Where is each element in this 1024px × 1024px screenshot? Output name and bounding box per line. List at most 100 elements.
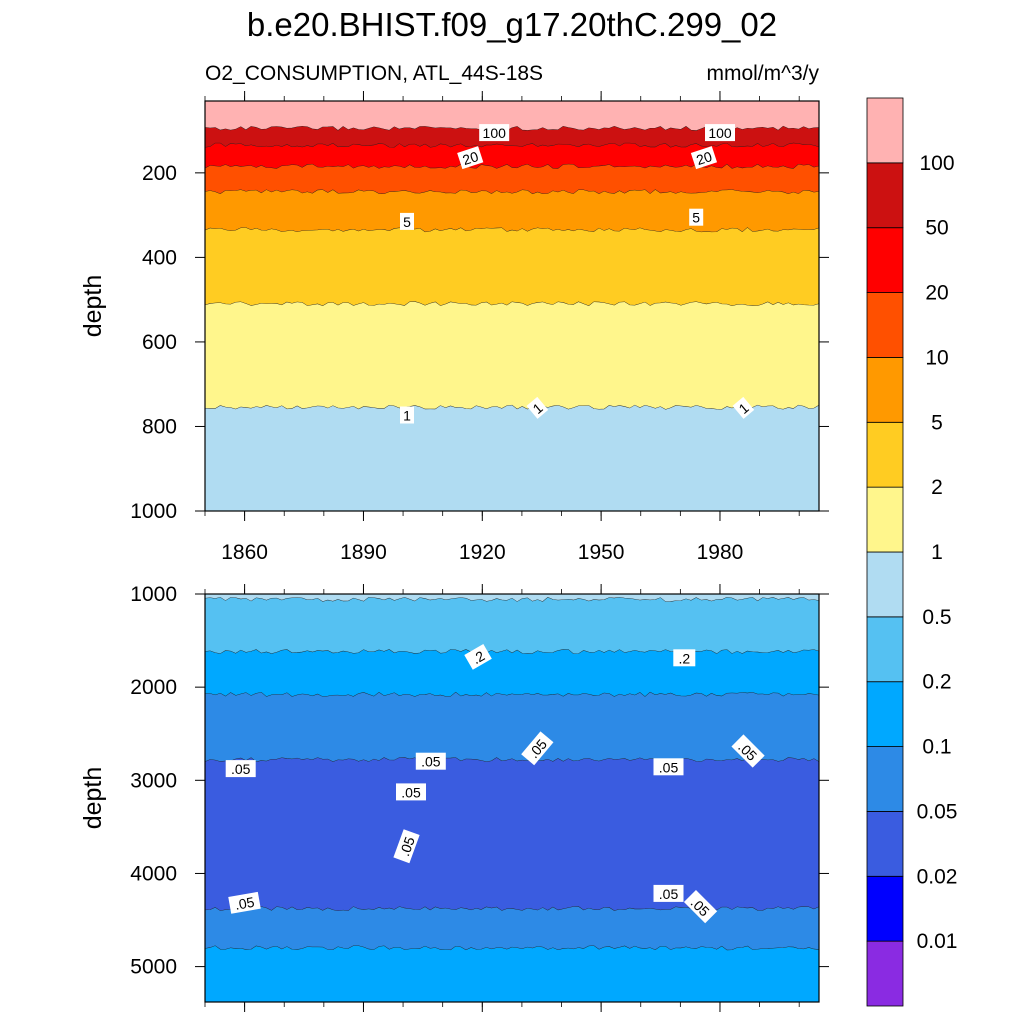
contour-band [205, 405, 819, 511]
contour-label: 5 [689, 208, 704, 226]
colorbar-level-label: 0.2 [922, 671, 951, 694]
contour-label-bg [400, 212, 414, 230]
contour-label-text: 100 [708, 125, 732, 141]
contour-label: 5 [400, 212, 414, 230]
contour-label: 100 [705, 124, 735, 142]
colorbar-segment [866, 486, 904, 553]
contour-band [205, 906, 819, 951]
contour-label-bg [396, 783, 426, 801]
contour-label: .05 [653, 758, 684, 776]
contour-label: .2 [673, 649, 696, 667]
contour-label-text: .05 [231, 761, 251, 777]
y-tick-label: 4000 [130, 862, 177, 885]
x-tick-label: 1860 [221, 541, 268, 564]
x-tick-label: 1950 [578, 541, 625, 564]
contour-label-bg [464, 644, 492, 670]
contour-label: .05 [396, 783, 426, 801]
lower-panel: 10002000300040005000.2.2.05.05.05.05.05.… [130, 583, 829, 1012]
x-tick-label: 1980 [697, 541, 744, 564]
colorbar-segment [866, 227, 904, 293]
plot-frame [204, 100, 820, 512]
chart-title: b.e20.BHIST.f09_g17.20thC.299_02 [247, 6, 777, 43]
colorbar-level-label: 0.1 [922, 736, 951, 759]
contour-label-text: 100 [483, 125, 507, 141]
contour-label-text: .05 [234, 894, 256, 913]
y-tick-label: 3000 [130, 769, 177, 792]
contour-label-text: 5 [692, 210, 700, 226]
colorbar-level-label: 0.02 [917, 865, 958, 888]
contour-band [205, 757, 819, 911]
colorbar-segment [866, 97, 904, 164]
y-tick-label: 1000 [130, 500, 177, 523]
colorbar-level-label: 1 [931, 541, 943, 564]
y-tick-label: 400 [142, 246, 177, 269]
contour-band [205, 189, 819, 233]
y-axis-label-lower: depth [79, 767, 107, 830]
contour-label-text: .05 [421, 754, 441, 770]
colorbar-level-label: 10 [925, 346, 948, 369]
colorbar-level-label: 0.05 [917, 800, 958, 823]
contour-label-bg [228, 891, 261, 914]
x-tick-label: 1920 [459, 541, 506, 564]
y-tick-label: 200 [142, 162, 177, 185]
contour-band [205, 597, 819, 654]
colorbar-segment [866, 551, 904, 618]
colorbar-segment [866, 162, 904, 229]
colorbar-level-label: 0.5 [922, 606, 951, 629]
contour-band [205, 301, 819, 410]
colorbar-segment [866, 357, 904, 423]
contour-label-text: 5 [403, 214, 411, 230]
contour-band [205, 101, 819, 131]
contour-label: 100 [479, 124, 510, 142]
colorbar-level-label: 100 [919, 152, 954, 175]
contour-label-bg [526, 396, 549, 419]
contour-label-text: 1 [403, 408, 411, 424]
contour-label-bg [732, 396, 755, 419]
contour-band [205, 594, 819, 602]
contour-label-bg [673, 649, 696, 667]
contour-label-bg [521, 731, 554, 766]
contour-label-text: 20 [461, 148, 481, 168]
contour-label-text: .2 [678, 650, 690, 666]
chart-subtitle-left: O2_CONSUMPTION, ATL_44S-18S [205, 62, 543, 85]
contour-label-bg [393, 829, 420, 864]
colorbar-level-label: 20 [925, 282, 948, 305]
plot-frame [204, 593, 820, 1003]
contour-label: 1 [526, 396, 549, 419]
contour-label-bg [457, 146, 484, 170]
y-tick-label: 1000 [130, 583, 177, 606]
contour-label: 1 [400, 406, 414, 424]
contour-label: .05 [393, 829, 420, 864]
contour-label-bg [705, 124, 735, 142]
contour-label-bg [653, 758, 684, 776]
colorbar: 0.01 0.02 0.05 0.1 0.2 0.5 1 2 5 10 20 50 100 [866, 97, 958, 1007]
contour-label-bg [690, 146, 718, 170]
colorbar-segment [866, 811, 904, 877]
colorbar-level-label: 0.01 [917, 930, 958, 953]
contour-label: .05 [225, 760, 256, 778]
contour-label-bg [400, 406, 414, 424]
contour-label-text: .05 [396, 834, 418, 858]
contour-label: 20 [690, 146, 718, 170]
colorbar-level-label: 50 [925, 217, 948, 240]
contour-label-bg [653, 884, 684, 902]
colorbar-segment [866, 616, 904, 683]
colorbar-segment [866, 681, 904, 747]
contour-band [205, 649, 819, 697]
contour-label-bg [225, 760, 256, 778]
contour-label-bg [689, 208, 704, 226]
contour-label: 1 [732, 396, 755, 419]
colorbar-segment [866, 421, 904, 488]
contour-band [205, 126, 819, 148]
contour-band [205, 227, 819, 306]
colorbar-segment [866, 292, 904, 358]
y-tick-label: 600 [142, 331, 177, 354]
contour-label: .2 [464, 644, 492, 670]
colorbar-segment [866, 875, 904, 942]
contour-label-text: .05 [659, 886, 679, 902]
contour-label-bg [683, 890, 718, 924]
contour-band [205, 143, 819, 169]
contour-band [205, 164, 819, 195]
colorbar-segment [866, 940, 904, 1007]
